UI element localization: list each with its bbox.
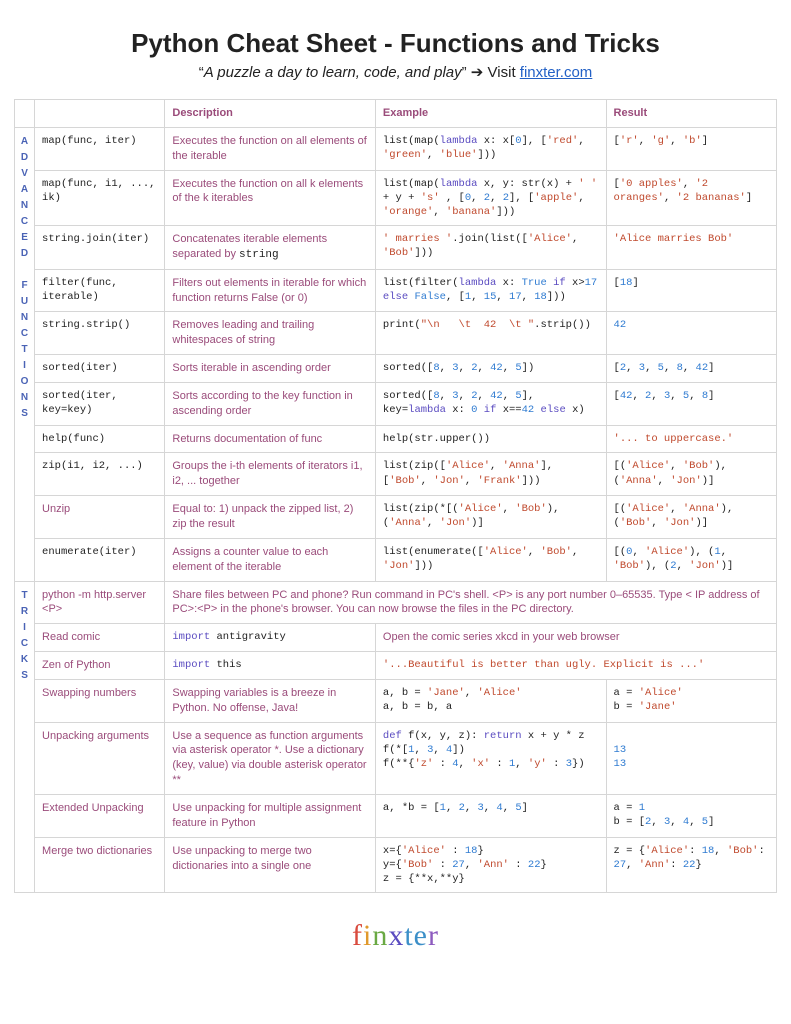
desc-cell: import antigravity	[165, 624, 376, 652]
desc-cell: Executes the function on all elements of…	[165, 127, 376, 170]
example-cell: sorted([8, 3, 2, 42, 5])	[375, 355, 606, 383]
result-cell: [('Alice', 'Bob'), ('Anna', 'Jon')]	[606, 453, 776, 496]
result-cell: [18]	[606, 269, 776, 312]
result-cell: [2, 3, 5, 8, 42]	[606, 355, 776, 383]
fn-cell: map(func, iter)	[35, 127, 165, 170]
desc-cell: Use unpacking to merge two dictionaries …	[165, 837, 376, 893]
example-cell: def f(x, y, z): return x + y * zf(*[1, 3…	[375, 722, 606, 794]
header-function	[35, 100, 165, 128]
result-cell: '... to uppercase.'	[606, 425, 776, 453]
table-row: UnzipEqual to: 1) unpack the zipped list…	[15, 496, 777, 539]
result-cell: [('Alice', 'Anna'), ('Bob', 'Jon')]	[606, 496, 776, 539]
desc-cell: Sorts iterable in ascending order	[165, 355, 376, 383]
example-cell: x={'Alice' : 18}y={'Bob' : 27, 'Ann' : 2…	[375, 837, 606, 893]
fn-cell: zip(i1, i2, ...)	[35, 453, 165, 496]
example-cell: Open the comic series xkcd in your web b…	[375, 624, 776, 652]
header-category	[15, 100, 35, 128]
result-cell: [(0, 'Alice'), (1, 'Bob'), (2, 'Jon')]	[606, 538, 776, 581]
table-row: filter(func, iterable)Filters out elemen…	[15, 269, 777, 312]
desc-cell: Groups the i-th elements of iterators i1…	[165, 453, 376, 496]
table-row: Unpacking argumentsUse a sequence as fun…	[15, 722, 777, 794]
table-row: help(func)Returns documentation of funch…	[15, 425, 777, 453]
table-row: map(func, i1, ..., ik)Executes the funct…	[15, 170, 777, 226]
table-row: TRICKSpython -m http.server <P>Share fil…	[15, 581, 777, 624]
table-row: Merge two dictionariesUse unpacking to m…	[15, 837, 777, 893]
desc-cell: Swapping variables is a breeze in Python…	[165, 679, 376, 722]
result-cell: a = 'Alice'b = 'Jane'	[606, 679, 776, 722]
desc-cell: Use unpacking for multiple assignment fe…	[165, 794, 376, 837]
fn-cell: python -m http.server <P>	[35, 581, 165, 624]
example-cell: ' marries '.join(list(['Alice', 'Bob']))	[375, 226, 606, 270]
fn-cell: string.strip()	[35, 312, 165, 355]
fn-cell: Swapping numbers	[35, 679, 165, 722]
fn-cell: Unpacking arguments	[35, 722, 165, 794]
desc-cell: Equal to: 1) unpack the zipped list, 2) …	[165, 496, 376, 539]
table-row: Extended UnpackingUse unpacking for mult…	[15, 794, 777, 837]
example-cell: list(filter(lambda x: True if x>17 else …	[375, 269, 606, 312]
example-cell: list(map(lambda x: x[0], ['red', 'green'…	[375, 127, 606, 170]
fn-cell: Read comic	[35, 624, 165, 652]
result-cell: [42, 2, 3, 5, 8]	[606, 382, 776, 425]
fn-cell: enumerate(iter)	[35, 538, 165, 581]
example-cell: list(map(lambda x, y: str(x) + ' ' + y +…	[375, 170, 606, 226]
fn-cell: Extended Unpacking	[35, 794, 165, 837]
result-cell: ['r', 'g', 'b']	[606, 127, 776, 170]
desc-cell: Executes the function on all k elements …	[165, 170, 376, 226]
header-description: Description	[165, 100, 376, 128]
table-row: zip(i1, i2, ...)Groups the i-th elements…	[15, 453, 777, 496]
table-row: sorted(iter, key=key)Sorts according to …	[15, 382, 777, 425]
example-cell: help(str.upper())	[375, 425, 606, 453]
desc-cell: Share files between PC and phone? Run co…	[165, 581, 777, 624]
desc-cell: Use a sequence as function arguments via…	[165, 722, 376, 794]
result-cell: z = {'Alice': 18, 'Bob': 27, 'Ann': 22}	[606, 837, 776, 893]
fn-cell: help(func)	[35, 425, 165, 453]
desc-cell: import this	[165, 652, 376, 680]
table-row: Zen of Pythonimport this'...Beautiful is…	[15, 652, 777, 680]
example-cell: print("\n \t 42 \t ".strip())	[375, 312, 606, 355]
fn-cell: filter(func, iterable)	[35, 269, 165, 312]
result-cell: 'Alice marries Bob'	[606, 226, 776, 270]
desc-cell: Assigns a counter value to each element …	[165, 538, 376, 581]
table-row: Swapping numbersSwapping variables is a …	[15, 679, 777, 722]
desc-cell: Concatenates iterable elements separated…	[165, 226, 376, 270]
table-row: string.strip()Removes leading and traili…	[15, 312, 777, 355]
header-result: Result	[606, 100, 776, 128]
desc-cell: Returns documentation of func	[165, 425, 376, 453]
fn-cell: string.join(iter)	[35, 226, 165, 270]
cheatsheet-table: Description Example Result ADVANCED FUNC…	[14, 99, 777, 893]
fn-cell: sorted(iter)	[35, 355, 165, 383]
table-row: Read comicimport antigravityOpen the com…	[15, 624, 777, 652]
table-row: string.join(iter)Concatenates iterable e…	[15, 226, 777, 270]
section-label: TRICKS	[15, 581, 35, 893]
example-cell: sorted([8, 3, 2, 42, 5], key=lambda x: 0…	[375, 382, 606, 425]
finxter-logo: finxter	[14, 919, 777, 953]
desc-cell: Removes leading and trailing whitespaces…	[165, 312, 376, 355]
example-cell: '...Beautiful is better than ugly. Expli…	[375, 652, 776, 680]
page-title: Python Cheat Sheet - Functions and Trick…	[14, 28, 777, 59]
table-row: sorted(iter)Sorts iterable in ascending …	[15, 355, 777, 383]
example-cell: list(enumerate(['Alice', 'Bob', 'Jon']))	[375, 538, 606, 581]
result-cell: a = 1b = [2, 3, 4, 5]	[606, 794, 776, 837]
table-row: enumerate(iter)Assigns a counter value t…	[15, 538, 777, 581]
example-cell: a, *b = [1, 2, 3, 4, 5]	[375, 794, 606, 837]
table-row: ADVANCED FUNCTIONSmap(func, iter)Execute…	[15, 127, 777, 170]
result-cell: 1313	[606, 722, 776, 794]
example-cell: list(zip(['Alice', 'Anna'], ['Bob', 'Jon…	[375, 453, 606, 496]
desc-cell: Filters out elements in iterable for whi…	[165, 269, 376, 312]
fn-cell: map(func, i1, ..., ik)	[35, 170, 165, 226]
fn-cell: Unzip	[35, 496, 165, 539]
example-cell: a, b = 'Jane', 'Alice'a, b = b, a	[375, 679, 606, 722]
section-label: ADVANCED FUNCTIONS	[15, 127, 35, 581]
fn-cell: Zen of Python	[35, 652, 165, 680]
example-cell: list(zip(*[('Alice', 'Bob'), ('Anna', 'J…	[375, 496, 606, 539]
header-example: Example	[375, 100, 606, 128]
fn-cell: Merge two dictionaries	[35, 837, 165, 893]
desc-cell: Sorts according to the key function in a…	[165, 382, 376, 425]
result-cell: ['0 apples', '2 oranges', '2 bananas']	[606, 170, 776, 226]
page-subtitle: “A puzzle a day to learn, code, and play…	[14, 63, 777, 81]
finxter-link[interactable]: finxter.com	[520, 64, 593, 81]
fn-cell: sorted(iter, key=key)	[35, 382, 165, 425]
table-header-row: Description Example Result	[15, 100, 777, 128]
result-cell: 42	[606, 312, 776, 355]
